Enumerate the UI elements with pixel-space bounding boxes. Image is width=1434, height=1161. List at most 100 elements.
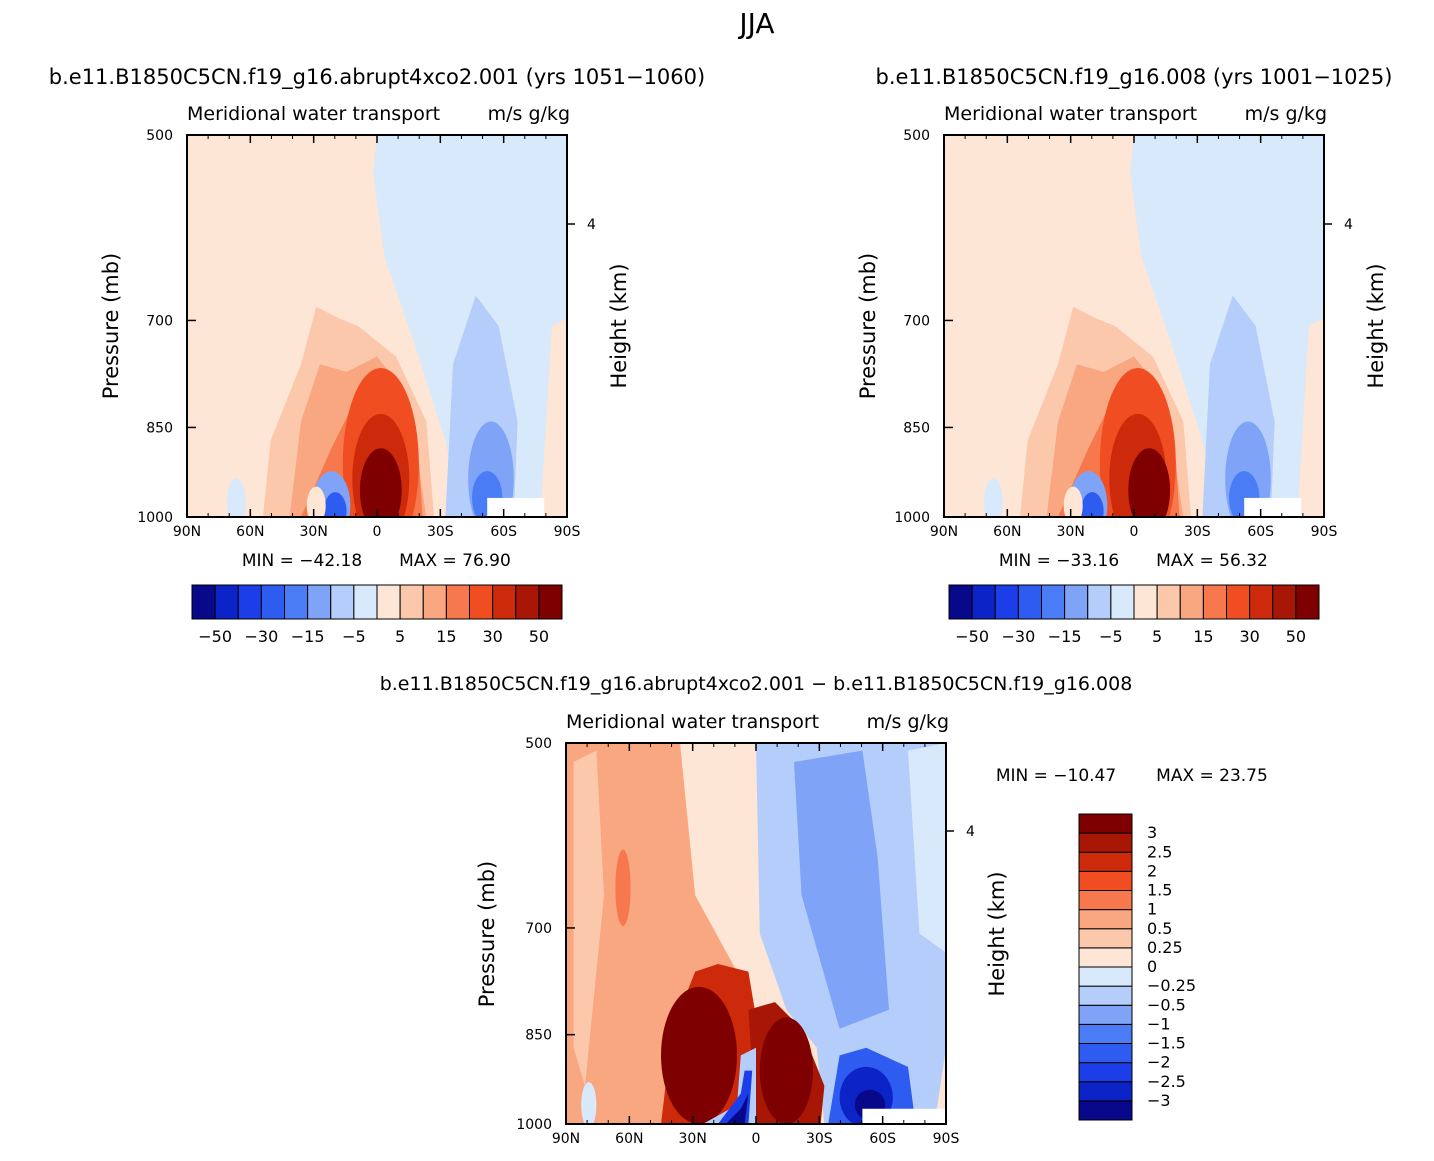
colorbar-label: 50 [529, 627, 549, 646]
y-tick-label: 850 [903, 420, 930, 436]
max-label: MAX = 56.32 [1156, 551, 1268, 571]
y-tick-label: 850 [146, 420, 173, 436]
colorbar-label: −1.5 [1147, 1034, 1186, 1053]
colorbar-box [1272, 584, 1297, 620]
colorbar-label: 3 [1147, 823, 1157, 842]
y-tick-label: 500 [903, 128, 930, 144]
x-tick-label: 90S [933, 1131, 960, 1147]
colorbar-box [1249, 584, 1274, 620]
field-negative-core-2 [1080, 492, 1104, 517]
x-tick-label: 0 [373, 524, 382, 540]
right-tick-label: 4 [1344, 217, 1353, 233]
figure-title: JJA [737, 7, 774, 40]
colorbar-label: 0.25 [1147, 938, 1183, 957]
colorbar-label: −0.25 [1147, 976, 1196, 995]
colorbar-box [1078, 1081, 1133, 1102]
colorbar-box [1078, 1043, 1133, 1064]
colorbar-box [1041, 584, 1066, 620]
colorbar-box [1078, 832, 1133, 853]
colorbar-box [469, 584, 494, 620]
field-positive-core-1 [661, 986, 737, 1124]
y-tick-label: 1000 [894, 510, 930, 526]
colorbar-box [948, 584, 973, 620]
panel-top-left: b.e11.B1850C5CN.f19_g16.abrupt4xco2.001 … [49, 65, 705, 646]
colorbar-box [284, 584, 309, 620]
colorbar-box [1078, 890, 1133, 911]
right-tick-label: 4 [587, 217, 596, 233]
colorbar-box [1110, 584, 1135, 620]
min-label: MIN = −10.47 [996, 766, 1116, 786]
colorbar-label: 2.5 [1147, 842, 1172, 861]
colorbar-box [1156, 584, 1181, 620]
colorbar-box [1179, 584, 1204, 620]
right-axis-title: Height (km) [985, 871, 1009, 996]
colorbar-box [515, 584, 540, 620]
field-neutral-region [306, 486, 326, 517]
y-tick-label: 500 [525, 736, 552, 752]
colorbar-box [330, 584, 355, 620]
variable-name: Meridional water transport [566, 711, 819, 733]
field-missing-region [1244, 497, 1302, 517]
colorbar-label: −50 [198, 627, 232, 646]
colorbar-box [538, 584, 563, 620]
field-south-edge-region [1297, 318, 1324, 517]
colorbar-box [445, 584, 470, 620]
y-tick-label: 1000 [516, 1117, 552, 1133]
x-tick-label: 30S [1184, 524, 1211, 540]
colorbar-label: 15 [436, 627, 456, 646]
field-southern-negative-2 [794, 750, 889, 1029]
x-tick-label: 60N [236, 524, 264, 540]
y-axis-title: Pressure (mb) [475, 861, 499, 1008]
colorbar-box [260, 584, 285, 620]
right-axis-title: Height (km) [607, 263, 631, 388]
x-tick-label: 60S [869, 1131, 896, 1147]
colorbar-box [376, 584, 401, 620]
field-maximum-region [1128, 448, 1171, 517]
colorbar-box [191, 584, 216, 620]
field-northern-region [581, 1082, 597, 1124]
x-tick-label: 90N [930, 524, 958, 540]
x-tick-label: 90N [552, 1131, 580, 1147]
colorbar-box [1078, 985, 1133, 1006]
x-tick-label: 30N [679, 1131, 707, 1147]
colorbar-label: 30 [482, 627, 502, 646]
colorbar-box [422, 584, 447, 620]
colorbar-box [1078, 870, 1133, 891]
field-southern-weak [908, 743, 946, 953]
variable-units: m/s g/kg [488, 103, 570, 125]
colorbar-label: −0.5 [1147, 995, 1186, 1014]
colorbar-box [1202, 584, 1227, 620]
field-northern-region [226, 478, 246, 517]
field-negative-core-2 [323, 492, 347, 517]
colorbar-box [1078, 1062, 1133, 1083]
colorbar-box [214, 584, 239, 620]
max-label: MAX = 23.75 [1156, 766, 1268, 786]
colorbar-label: 1.5 [1147, 881, 1172, 900]
colorbar-box [994, 584, 1019, 620]
colorbar-label: 50 [1286, 627, 1306, 646]
colorbar-label: −5 [1099, 627, 1123, 646]
right-axis-title: Height (km) [1364, 263, 1388, 388]
panel-title: b.e11.B1850C5CN.f19_g16.abrupt4xco2.001 … [380, 673, 1133, 695]
y-tick-label: 500 [146, 128, 173, 144]
field-northern-strong [615, 849, 631, 926]
colorbar-box [1078, 1023, 1133, 1044]
colorbar-label: −30 [244, 627, 278, 646]
colorbar-label: 30 [1239, 627, 1259, 646]
right-tick-label: 4 [966, 824, 975, 840]
x-tick-label: 60N [615, 1131, 643, 1147]
field-south-edge-region [540, 318, 567, 517]
colorbar-box [1133, 584, 1158, 620]
x-tick-label: 30N [300, 524, 328, 540]
max-label: MAX = 76.90 [399, 551, 511, 571]
panel-title: b.e11.B1850C5CN.f19_g16.abrupt4xco2.001 … [49, 65, 705, 90]
field-positive-core-2 [759, 1017, 814, 1124]
colorbar-label: −3 [1147, 1091, 1171, 1110]
colorbar-box [1295, 584, 1320, 620]
colorbar-box [237, 584, 262, 620]
contour-field [187, 135, 567, 517]
colorbar-box [1078, 813, 1133, 834]
panel-title: b.e11.B1850C5CN.f19_g16.008 (yrs 1001−10… [876, 65, 1393, 90]
colorbar-label: 0.5 [1147, 919, 1172, 938]
